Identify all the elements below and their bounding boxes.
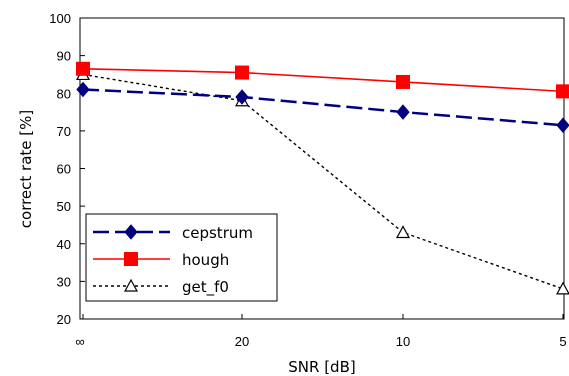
y-tick-label: 100 — [49, 11, 71, 26]
data-point-cepstrum — [396, 104, 410, 120]
legend-item-hough: hough — [93, 251, 229, 269]
legend-label: hough — [182, 251, 229, 269]
series-line-hough — [82, 67, 564, 93]
legend-marker — [124, 252, 138, 266]
data-point-hough — [76, 61, 90, 76]
legend: cepstrum hough get_f0 — [85, 213, 278, 302]
data-point-hough — [235, 65, 249, 80]
legend-marker — [123, 278, 139, 292]
y-tick-label: 40 — [57, 237, 71, 252]
x-tick-label: 10 — [396, 334, 410, 349]
x-tick-label: 5 — [559, 334, 566, 349]
y-tick-label: 50 — [57, 199, 71, 214]
series-layer — [75, 61, 569, 295]
legend-item-get_f0: get_f0 — [93, 278, 229, 297]
x-axis-label: SNR [dB] — [288, 358, 355, 376]
y-tick-label: 90 — [57, 49, 71, 64]
x-tick-label: 20 — [235, 334, 249, 349]
x-tick-label: ∞ — [75, 334, 84, 349]
y-axis-label: correct rate [%] — [17, 110, 35, 228]
y-tick-label: 70 — [57, 124, 71, 139]
legend-marker — [124, 224, 138, 240]
x-axis-ticks: ∞ 20 10 5 — [75, 314, 567, 349]
y-tick-label: 30 — [57, 274, 71, 289]
series-line-cepstrum — [82, 88, 564, 127]
series-hough — [76, 61, 569, 99]
y-axis-ticks: 20 30 40 50 60 70 80 90 100 — [49, 11, 85, 327]
y-tick-label: 60 — [57, 162, 71, 177]
legend-label: cepstrum — [182, 224, 253, 242]
y-tick-label: 20 — [57, 312, 71, 327]
data-point-get_f0 — [395, 225, 411, 239]
series-cepstrum — [76, 81, 569, 133]
data-point-cepstrum — [556, 117, 569, 133]
data-point-cepstrum — [76, 81, 90, 98]
data-point-hough — [396, 74, 410, 89]
series-line-get_f0 — [82, 73, 564, 290]
y-tick-label: 80 — [57, 86, 71, 101]
data-point-cepstrum — [235, 89, 249, 105]
data-point-hough — [556, 84, 569, 99]
data-point-get_f0 — [555, 281, 569, 295]
legend-item-cepstrum: cepstrum — [93, 224, 253, 242]
legend-label: get_f0 — [182, 278, 229, 297]
